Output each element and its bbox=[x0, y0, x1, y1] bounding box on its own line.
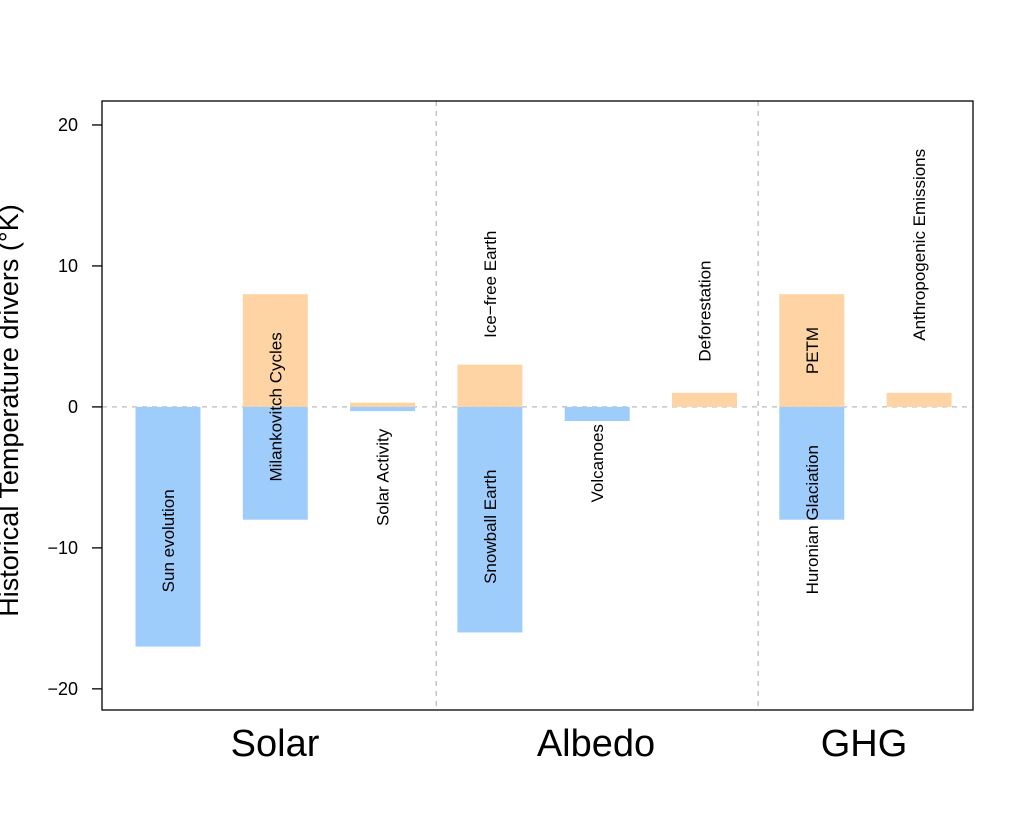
category-label-ghg: GHG bbox=[821, 723, 908, 765]
bar-label-solar-activity-cool: Solar Activity bbox=[374, 428, 393, 526]
bar-deforestation bbox=[672, 392, 737, 407]
bar-anthropogenic-emissions bbox=[886, 392, 952, 407]
bar-huronian-glaciation bbox=[779, 406, 845, 520]
bar-solar-activity-cool bbox=[350, 406, 416, 412]
bars bbox=[135, 294, 952, 647]
bar-label-milankovitch-cycles-cool: Milankovitch Cycles bbox=[266, 332, 285, 481]
category-labels: Solar Albedo GHG bbox=[231, 723, 908, 765]
y-tick-label: −20 bbox=[47, 679, 78, 699]
bar-milankovitch-cycles-warm bbox=[242, 294, 308, 407]
category-label-solar: Solar bbox=[231, 723, 320, 765]
bar-label-sun-evolution: Sun evolution bbox=[159, 489, 178, 592]
bar-petm bbox=[779, 294, 845, 407]
y-tick-label: 20 bbox=[58, 115, 78, 135]
guide-lines bbox=[102, 101, 973, 710]
bar-milankovitch-cycles-cool bbox=[242, 406, 308, 520]
bar-snowball-earth bbox=[457, 406, 523, 633]
bar-ice-free-earth bbox=[457, 364, 523, 407]
bar-label-volcanoes: Volcanoes bbox=[588, 424, 607, 502]
y-tick-label: −10 bbox=[47, 538, 78, 558]
bar-label-deforestation: Deforestation bbox=[696, 260, 715, 361]
bar-label-ice-free-earth: Ice−free Earth bbox=[481, 231, 500, 338]
bar-label-huronian-glaciation: Huronian Glaciation bbox=[803, 445, 822, 594]
bar-sun-evolution bbox=[135, 406, 201, 647]
category-label-albedo: Albedo bbox=[537, 723, 655, 765]
bar-label-anthropogenic-emissions: Anthropogenic Emissions bbox=[910, 149, 929, 341]
bar-label-snowball-earth: Snowball Earth bbox=[481, 470, 500, 584]
y-tick-label: 0 bbox=[68, 397, 78, 417]
bar-volcanoes bbox=[564, 406, 630, 422]
bar-solar-activity-warm bbox=[350, 402, 416, 407]
y-axis: −20 −10 0 10 20 bbox=[47, 115, 102, 699]
y-axis-label: Historical Temperature drivers (°K) bbox=[0, 204, 24, 616]
bar-labels: Sun evolution Milankovitch Cycles Solar Ac… bbox=[159, 149, 929, 594]
y-tick-label: 10 bbox=[58, 256, 78, 276]
plot-frame bbox=[101, 100, 974, 711]
bar-label-petm: PETM bbox=[803, 327, 822, 374]
